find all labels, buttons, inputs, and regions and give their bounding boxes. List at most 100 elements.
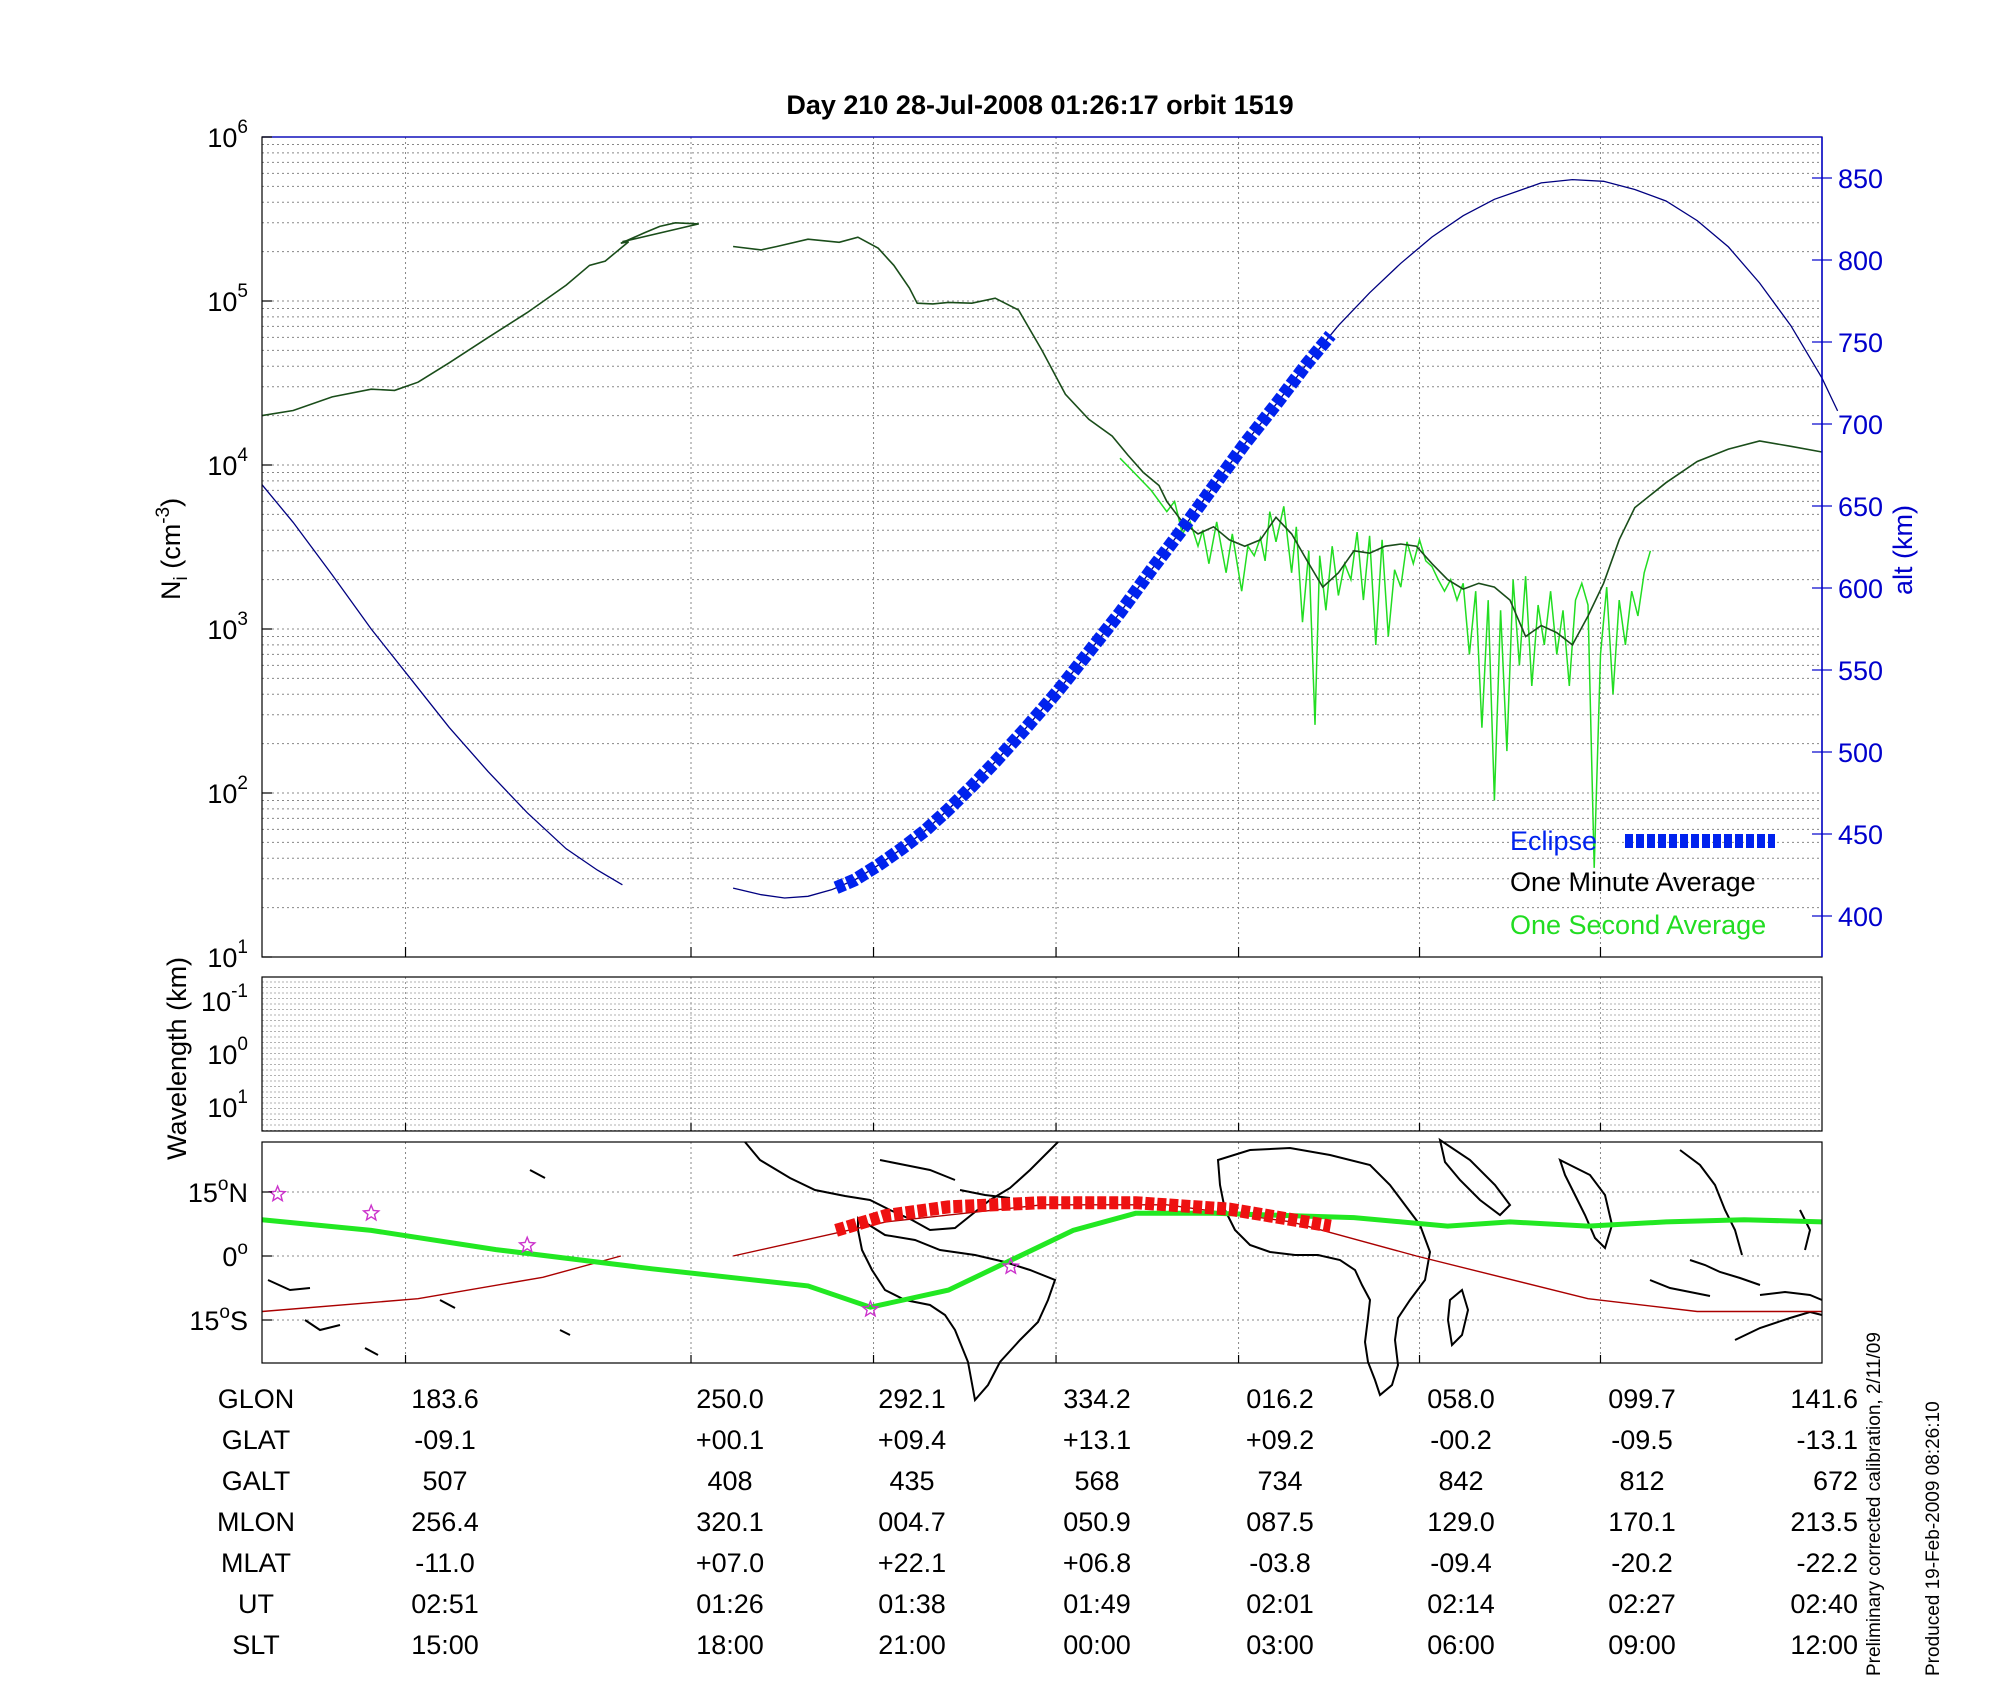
table-cell: 141.6 (1790, 1384, 1858, 1414)
table-cell: +22.1 (878, 1548, 946, 1578)
table-cell: 15:00 (411, 1630, 479, 1660)
table-row-label: MLON (217, 1507, 295, 1537)
legend: Eclipse One Minute Average One Second Av… (1510, 826, 1775, 940)
one-second-average-line (1119, 457, 1652, 868)
table-row-label: UT (238, 1589, 274, 1619)
ground-track-path (261, 1210, 1823, 1310)
table-cell: 058.0 (1427, 1384, 1495, 1414)
table-cell: 004.7 (878, 1507, 946, 1537)
left-tick-label: 102 (207, 773, 248, 809)
chart-title: Day 210 28-Jul-2008 01:26:17 orbit 1519 (786, 90, 1293, 120)
ground-track-line (261, 1210, 1823, 1310)
table-cell: -09.5 (1611, 1425, 1673, 1455)
right-tick-label: 700 (1838, 410, 1883, 440)
eclipse-overlay (833, 330, 1336, 894)
table-cell: 02:51 (411, 1589, 479, 1619)
table-cell: 016.2 (1246, 1384, 1314, 1414)
table-cell: -09.1 (414, 1425, 476, 1455)
table-cell: 02:27 (1608, 1589, 1676, 1619)
table-cell: 408 (707, 1466, 752, 1496)
table-cell: 12:00 (1790, 1630, 1858, 1660)
wavelength-panel: 10-1 100 101 Wavelength (km) (162, 957, 1823, 1160)
table-cell: -09.4 (1430, 1548, 1492, 1578)
legend-one-second: One Second Average (1510, 910, 1766, 940)
map-panel: 15oN 0o 15oS (188, 1137, 1823, 1403)
side-note-produced: Produced 19-Feb-2009 08:26:10 (1923, 1401, 1944, 1676)
one-minute-segment (733, 236, 1823, 647)
table-cell: 09:00 (1608, 1630, 1676, 1660)
table-cell: 292.1 (878, 1384, 946, 1414)
table-cell: 435 (889, 1466, 934, 1496)
left-tick-label: 104 (207, 445, 248, 481)
table-cell: 06:00 (1427, 1630, 1495, 1660)
right-tick-label: 400 (1838, 902, 1883, 932)
table-cell: 334.2 (1063, 1384, 1131, 1414)
orbit-table: GLON 183.6 250.0 292.1 334.2 016.2 058.0 099.7 1… (217, 1384, 1858, 1660)
side-note-calibration: Preliminary corrected calibration, 2/11/… (1864, 1332, 1885, 1676)
legend-eclipse: Eclipse (1510, 826, 1597, 856)
wavelength-tick-label: 10-1 (201, 981, 248, 1017)
table-cell: 00:00 (1063, 1630, 1131, 1660)
eclipse-segment (833, 330, 1336, 894)
coastlines (267, 1137, 1823, 1403)
star-marker (860, 1299, 880, 1318)
table-cell: 02:40 (1790, 1589, 1858, 1619)
table-row-label: GALT (222, 1466, 291, 1496)
left-tick-label: 103 (207, 609, 248, 645)
table-cell: -00.2 (1430, 1425, 1492, 1455)
legend-one-minute: One Minute Average (1510, 867, 1756, 897)
table-cell: 734 (1257, 1466, 1302, 1496)
right-tick-label: 450 (1838, 820, 1883, 850)
table-cell: 02:01 (1246, 1589, 1314, 1619)
table-cell: 507 (422, 1466, 467, 1496)
table-cell: 129.0 (1427, 1507, 1495, 1537)
left-tick-label: 106 (207, 117, 248, 153)
table-row-label: MLAT (221, 1548, 291, 1578)
table-cell: -20.2 (1611, 1548, 1673, 1578)
star-marker (361, 1203, 381, 1222)
table-row-label: SLT (232, 1630, 280, 1660)
table-cell: 01:49 (1063, 1589, 1131, 1619)
table-cell: 050.9 (1063, 1507, 1131, 1537)
eclipse-ground-path (834, 1196, 1332, 1237)
y-axis-label-right: alt (km) (1888, 505, 1918, 595)
table-cell: 842 (1438, 1466, 1483, 1496)
wavelength-frame (261, 976, 1823, 1132)
map-tick-label: 0o (222, 1238, 248, 1272)
left-tick-label: 105 (207, 281, 248, 317)
right-tick-label: 600 (1838, 574, 1883, 604)
star-marker (1001, 1256, 1021, 1275)
density-panel: 101 102 103 104 105 106 400 450 500 550 600 650 700… (153, 117, 1918, 973)
table-cell: 256.4 (411, 1507, 479, 1537)
table-cell: 183.6 (411, 1384, 479, 1414)
right-ticks: 400 450 500 550 600 650 700 750 800 850 (1812, 164, 1883, 932)
altitude-line (261, 178, 1839, 899)
right-tick-label: 750 (1838, 328, 1883, 358)
table-row-label: GLON (218, 1384, 295, 1414)
right-tick-label: 800 (1838, 246, 1883, 276)
eclipse-ground-track (834, 1196, 1332, 1237)
density-grid (262, 144, 1822, 958)
right-tick-label: 550 (1838, 656, 1883, 686)
y-axis-label-left: Ni (cm-3) (153, 498, 192, 600)
table-cell: 812 (1619, 1466, 1664, 1496)
table-cell: 250.0 (696, 1384, 764, 1414)
table-cell: 18:00 (696, 1630, 764, 1660)
star-markers (268, 1184, 1021, 1318)
wavelength-grid (262, 977, 1822, 1131)
table-cell: 01:26 (696, 1589, 764, 1619)
map-grid (262, 1142, 1822, 1363)
wavelength-ticks: 10-1 100 101 (201, 981, 1602, 1131)
table-cell: 01:38 (878, 1589, 946, 1619)
one-minute-segment (261, 221, 699, 417)
wavelength-tick-label: 101 (207, 1087, 248, 1123)
wavelength-axis-label: Wavelength (km) (162, 957, 192, 1160)
table-row-label: GLAT (222, 1425, 291, 1455)
one-minute-average-line (261, 221, 1823, 647)
right-tick-label: 650 (1838, 492, 1883, 522)
right-tick-label: 850 (1838, 164, 1883, 194)
map-tick-label: 15oS (189, 1302, 248, 1336)
table-cell: 099.7 (1608, 1384, 1676, 1414)
table-cell: +09.2 (1246, 1425, 1314, 1455)
